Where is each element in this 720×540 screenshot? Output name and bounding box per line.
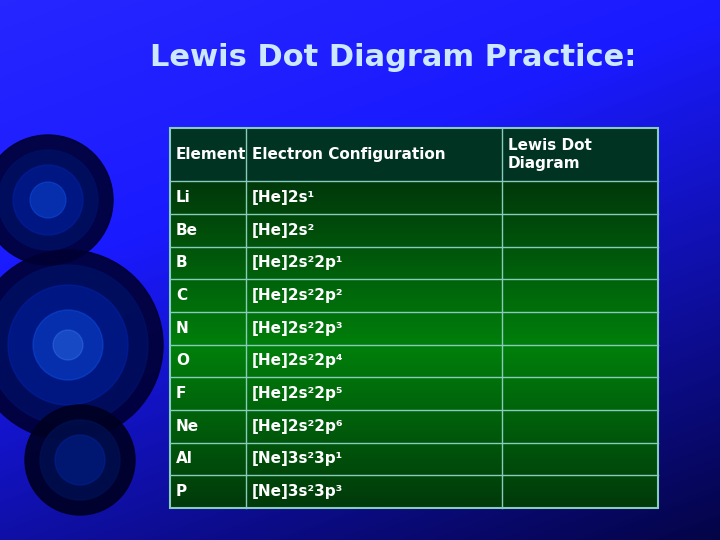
Circle shape [0, 135, 113, 265]
Circle shape [0, 150, 98, 250]
Bar [170, 128, 658, 508]
Circle shape [30, 182, 66, 218]
Bar [170, 128, 658, 181]
Text: [He]2s¹: [He]2s¹ [252, 190, 315, 205]
Text: [He]2s²2p²: [He]2s²2p² [252, 288, 343, 303]
Text: [Ne]3s²3p¹: [Ne]3s²3p¹ [252, 451, 343, 467]
Text: [He]2s²2p¹: [He]2s²2p¹ [252, 255, 343, 271]
Circle shape [53, 330, 83, 360]
Text: Lewis Dot
Diagram: Lewis Dot Diagram [508, 138, 592, 171]
Text: Li: Li [176, 190, 191, 205]
Circle shape [55, 435, 105, 485]
Text: Ne: Ne [176, 419, 199, 434]
Text: P: P [176, 484, 187, 499]
Text: Electron Configuration: Electron Configuration [252, 147, 445, 162]
Text: F: F [176, 386, 186, 401]
Text: [He]2s²: [He]2s² [252, 222, 315, 238]
Circle shape [40, 420, 120, 500]
Text: Element: Element [176, 147, 246, 162]
Text: Be: Be [176, 222, 198, 238]
Circle shape [0, 265, 148, 425]
Text: [He]2s²2p⁴: [He]2s²2p⁴ [252, 354, 343, 368]
Text: [He]2s²2p⁶: [He]2s²2p⁶ [252, 419, 343, 434]
Text: O: O [176, 354, 189, 368]
Text: Al: Al [176, 451, 193, 467]
Circle shape [0, 250, 163, 440]
Text: C: C [176, 288, 187, 303]
Circle shape [13, 165, 83, 235]
Text: Lewis Dot Diagram Practice:: Lewis Dot Diagram Practice: [150, 44, 636, 72]
Circle shape [33, 310, 103, 380]
Text: [He]2s²2p³: [He]2s²2p³ [252, 321, 343, 336]
Circle shape [8, 285, 128, 405]
Circle shape [25, 405, 135, 515]
Text: [He]2s²2p⁵: [He]2s²2p⁵ [252, 386, 343, 401]
Text: N: N [176, 321, 189, 336]
Text: B: B [176, 255, 188, 271]
Text: [Ne]3s²3p³: [Ne]3s²3p³ [252, 484, 343, 499]
